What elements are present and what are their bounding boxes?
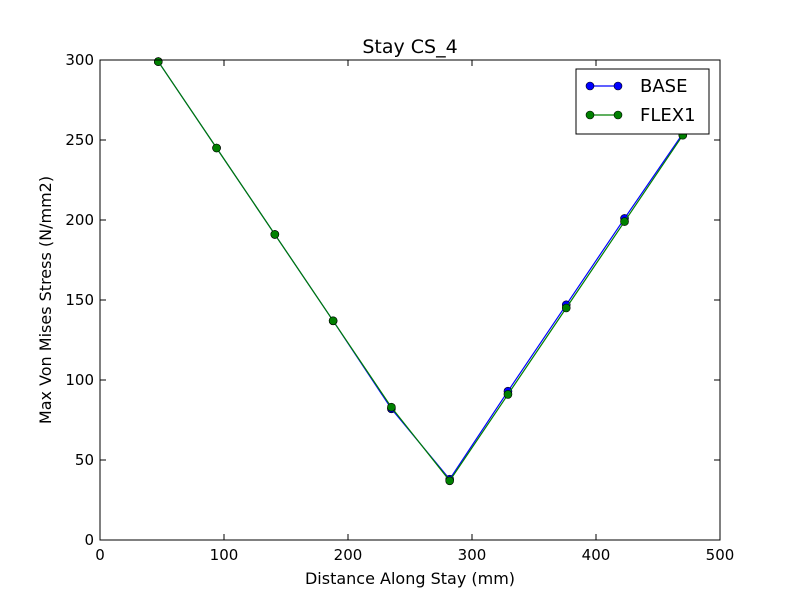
- legend-box: [575, 68, 710, 135]
- chart-title: Stay CS_4: [362, 36, 457, 58]
- data-point-flex1: [445, 476, 454, 486]
- legend-label-base: BASE: [640, 76, 687, 97]
- x-tick-label: 300: [458, 546, 487, 564]
- y-tick-label: 300: [65, 51, 94, 69]
- data-point-flex1: [503, 390, 513, 399]
- x-tick-label: 100: [210, 546, 239, 564]
- legend-marker-flex1: [613, 110, 623, 120]
- y-tick-label: 250: [65, 131, 94, 149]
- y-tick-label: 50: [75, 451, 94, 469]
- axes: 0 100 200 300 400 500 0 50 100 150 200 250 300: [65, 51, 734, 564]
- data-point-flex1: [387, 402, 396, 412]
- data-point-flex1: [620, 217, 629, 226]
- data-point-flex1: [212, 143, 221, 153]
- data-point-flex1: [270, 230, 280, 239]
- legend-marker-base: [613, 81, 623, 91]
- plot-area: [153, 57, 688, 486]
- data-point-flex1: [153, 57, 163, 66]
- x-tick-label: 500: [706, 546, 735, 564]
- legend-label-flex1: FLEX1: [640, 105, 696, 126]
- x-axis-label: Distance Along Stay (mm): [305, 569, 515, 588]
- x-tick-label: 200: [334, 546, 363, 564]
- data-point-flex1: [328, 316, 338, 326]
- series-line-flex1: [157, 61, 684, 482]
- x-tick-label: 0: [95, 546, 105, 564]
- y-axis-label: Max Von Mises Stress (N/mm2): [36, 176, 55, 424]
- data-point-flex1: [561, 303, 571, 313]
- y-tick-label: 100: [65, 371, 94, 389]
- x-tick-label: 400: [582, 546, 611, 564]
- legend-marker-base: [585, 81, 595, 91]
- legend-marker-flex1: [585, 110, 595, 120]
- y-tick-label: 150: [65, 291, 94, 309]
- y-tick-label: 200: [65, 211, 94, 229]
- legend: BASE FLEX1: [575, 68, 710, 135]
- y-tick-label: 0: [84, 531, 94, 549]
